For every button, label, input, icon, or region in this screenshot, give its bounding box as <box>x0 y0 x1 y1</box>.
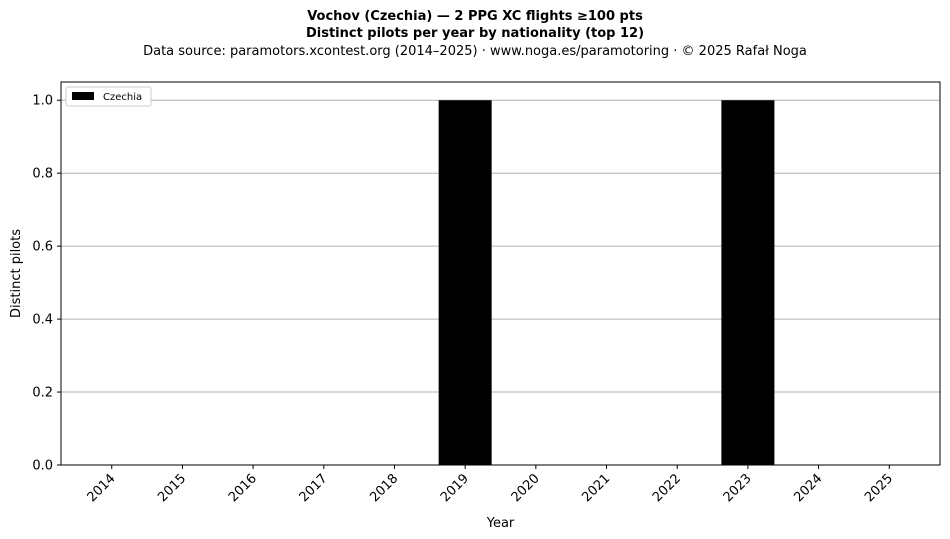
legend: Czechia <box>65 86 152 107</box>
y-tick-label: 0.0 <box>32 459 53 474</box>
data-source-note: Data source: paramotors.xcontest.org (20… <box>143 44 807 59</box>
chart-titles: Vochov (Czechia) — 2 PPG XC flights ≥100… <box>0 8 950 61</box>
legend-swatch-czechia <box>72 92 94 100</box>
y-axis-label: Distinct pilots <box>9 229 24 318</box>
x-axis-label: Year <box>486 516 515 531</box>
y-axis-ticks: 0.0 0.2 0.4 0.6 0.8 1.0 <box>32 94 61 474</box>
x-tick-label: 2021 <box>579 471 613 505</box>
chart-subtitle: Distinct pilots per year by nationality … <box>305 26 645 41</box>
y-tick-label: 0.6 <box>32 240 53 255</box>
x-tick-label: 2025 <box>862 471 896 505</box>
x-axis-ticks: 2014 2015 2016 2017 2018 2019 2020 2021 2022 2023… <box>85 465 896 505</box>
plot-frame <box>60 81 941 466</box>
x-tick-label: 2020 <box>509 471 543 505</box>
x-tick-label: 2023 <box>721 471 755 505</box>
y-tick-label: 0.8 <box>32 167 53 182</box>
x-tick-label: 2018 <box>367 471 401 505</box>
y-tick-label: 1.0 <box>32 94 53 109</box>
legend-box <box>65 86 152 107</box>
x-tick-label: 2014 <box>85 471 119 505</box>
x-tick-label: 2015 <box>155 471 189 505</box>
y-tick-label: 0.4 <box>32 313 53 328</box>
bars <box>438 100 775 465</box>
bar-2023 <box>721 100 775 465</box>
x-tick-label: 2017 <box>297 471 331 505</box>
y-tick-label: 0.2 <box>32 386 53 401</box>
x-tick-label: 2022 <box>650 471 684 505</box>
legend-label-czechia: Czechia <box>103 92 142 103</box>
x-tick-label: 2019 <box>438 471 472 505</box>
gridlines <box>61 99 940 466</box>
chart-title: Vochov (Czechia) — 2 PPG XC flights ≥100… <box>307 9 643 24</box>
bar-2019 <box>438 100 492 465</box>
x-tick-label: 2016 <box>226 471 260 505</box>
x-tick-label: 2024 <box>791 471 825 505</box>
